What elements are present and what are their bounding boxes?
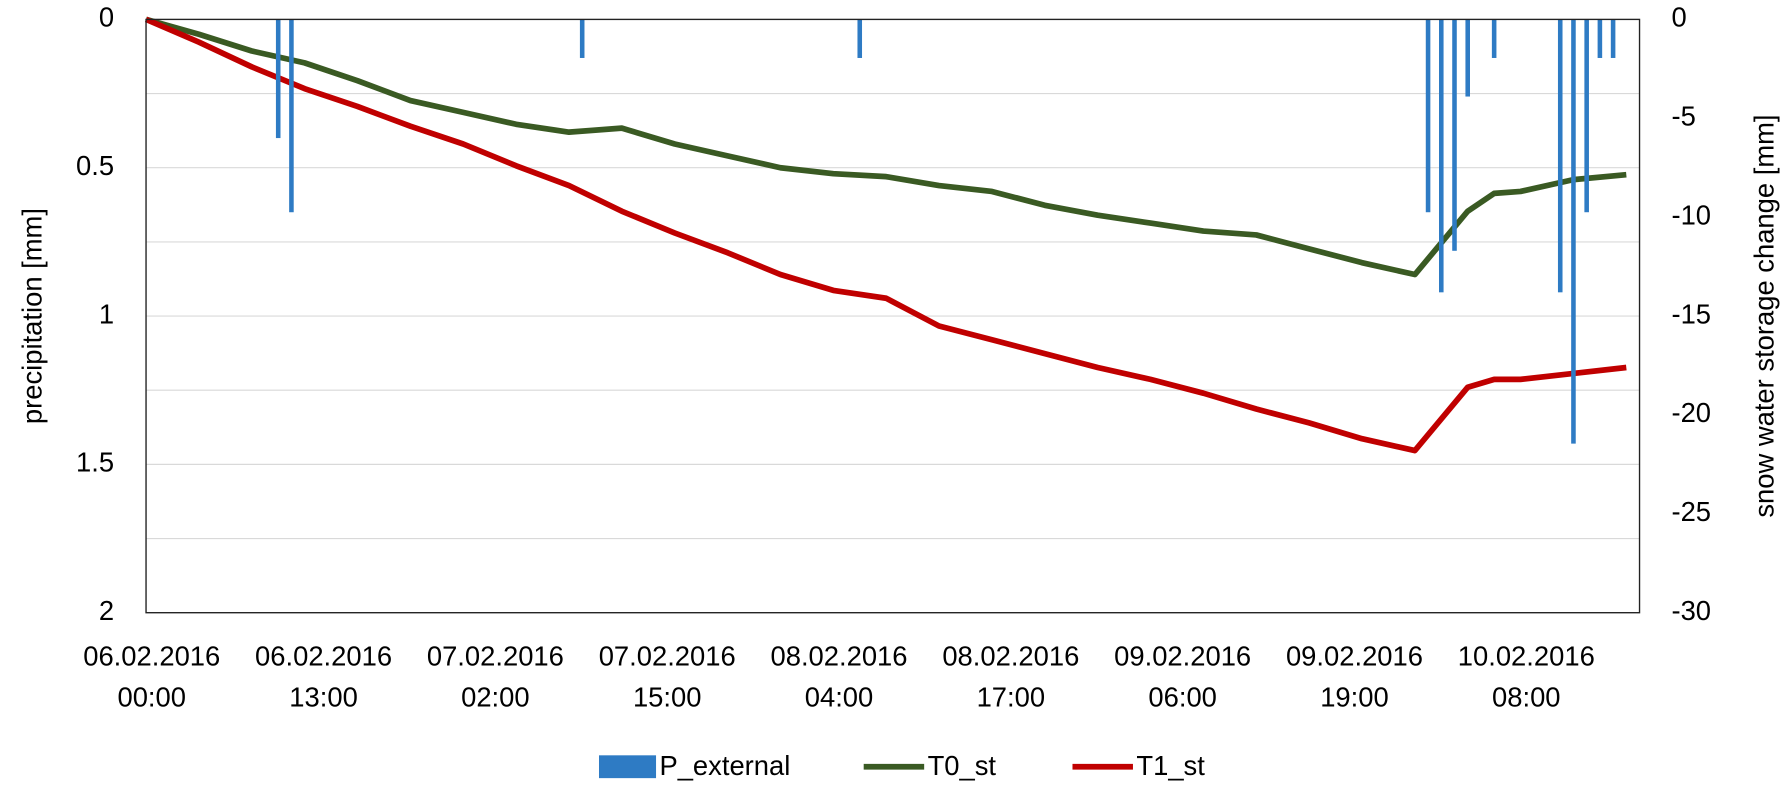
bar bbox=[1425, 19, 1431, 213]
line bbox=[144, 16, 1627, 454]
bar bbox=[1571, 19, 1576, 444]
y2-axis-title: snow water storage change [mm] bbox=[1748, 114, 1779, 517]
y2-tick-label: -10 bbox=[1671, 199, 1711, 230]
legend-label: T0_st bbox=[928, 750, 997, 781]
x-tick-label: 08.02.2016 17:00 bbox=[942, 641, 1079, 713]
legend-label: P_external bbox=[659, 750, 790, 781]
y-axis-title: precipitation [mm] bbox=[16, 208, 47, 424]
x-tick-label: 09.02.2016 19:00 bbox=[1286, 641, 1423, 713]
x-tick-label: 07.02.2016 02:00 bbox=[427, 641, 564, 713]
legend-item: P_external bbox=[598, 750, 790, 781]
bar bbox=[1584, 19, 1589, 213]
y2-tick-label: -15 bbox=[1671, 298, 1711, 329]
y2-tick-label: -20 bbox=[1671, 397, 1711, 428]
x-tick-label: 06.02.2016 13:00 bbox=[255, 641, 392, 713]
bar bbox=[1439, 19, 1444, 293]
bar bbox=[1465, 19, 1471, 97]
bar bbox=[579, 19, 585, 58]
y-tick-label: 0.5 bbox=[76, 150, 114, 181]
x-tick-label: 07.02.2016 15:00 bbox=[599, 641, 736, 713]
y2-tick-label: -25 bbox=[1671, 496, 1711, 527]
bar bbox=[1491, 19, 1497, 58]
y-tick-label: 1 bbox=[99, 298, 114, 329]
x-tick-label: 08.02.2016 04:00 bbox=[771, 641, 908, 713]
bar bbox=[857, 19, 863, 58]
bar bbox=[1557, 19, 1563, 293]
legend-label: T1_st bbox=[1136, 750, 1205, 781]
line bbox=[145, 16, 1627, 278]
y2-tick-label: -30 bbox=[1671, 595, 1711, 626]
bar bbox=[1452, 19, 1457, 251]
legend-item: T1_st bbox=[1072, 750, 1205, 781]
legend-swatch bbox=[598, 755, 657, 779]
y2-tick-label: 0 bbox=[1671, 2, 1686, 33]
y-tick-label: 2 bbox=[99, 595, 114, 626]
y2-tick-label: -5 bbox=[1671, 101, 1695, 132]
bar bbox=[1597, 19, 1603, 58]
x-tick-label: 10.02.2016 08:00 bbox=[1458, 641, 1595, 713]
y-tick-label: 1.5 bbox=[76, 447, 114, 478]
legend-item: T0_st bbox=[863, 750, 997, 781]
x-tick-label: 06.02.2016 00:00 bbox=[83, 641, 220, 713]
bar bbox=[1610, 19, 1616, 58]
plot-frame bbox=[145, 18, 1641, 614]
y-tick-label: 0 bbox=[99, 2, 114, 33]
x-tick-label: 09.02.2016 06:00 bbox=[1114, 641, 1251, 713]
bar bbox=[275, 19, 281, 139]
bar bbox=[289, 19, 294, 213]
